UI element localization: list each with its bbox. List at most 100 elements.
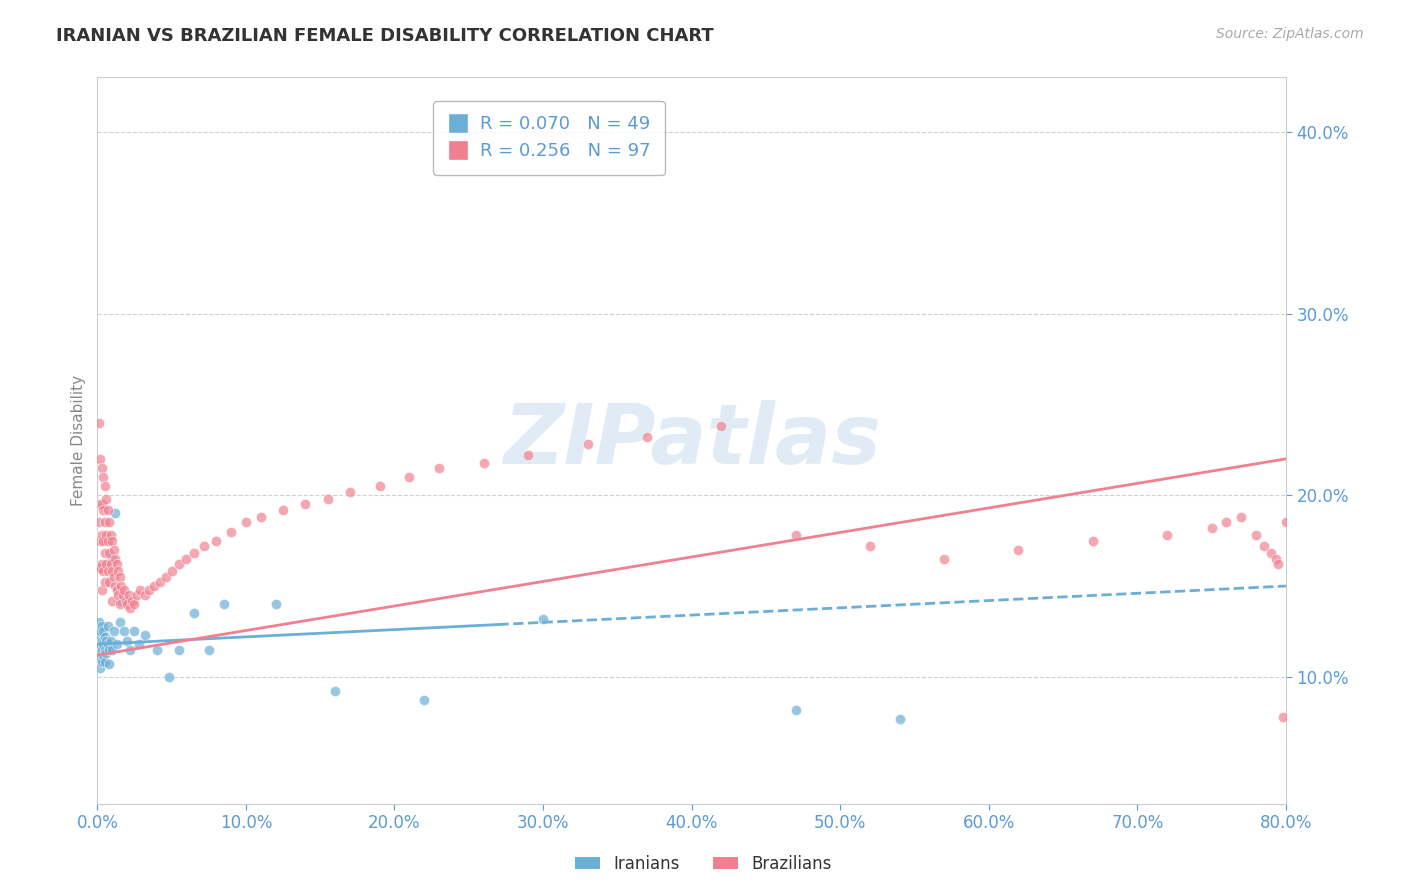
Point xyxy=(124,597,146,611)
Point xyxy=(89,497,111,511)
Point xyxy=(576,437,599,451)
Point xyxy=(91,470,114,484)
Point xyxy=(105,637,128,651)
Point xyxy=(100,633,122,648)
Point xyxy=(934,551,956,566)
Point xyxy=(889,712,911,726)
Point xyxy=(710,419,733,434)
Point xyxy=(1253,539,1275,553)
Point xyxy=(112,624,135,639)
Point xyxy=(1267,558,1289,572)
Point xyxy=(1275,516,1298,530)
Point xyxy=(115,597,138,611)
Point xyxy=(368,479,391,493)
Point xyxy=(91,648,114,662)
Point xyxy=(104,579,127,593)
Point xyxy=(98,546,121,560)
Point xyxy=(271,502,294,516)
Point xyxy=(89,561,111,575)
Point xyxy=(138,582,160,597)
Point xyxy=(427,461,450,475)
Point xyxy=(110,579,132,593)
Point xyxy=(1230,510,1253,524)
Point xyxy=(100,528,122,542)
Point xyxy=(1264,551,1286,566)
Point xyxy=(94,479,117,493)
Point xyxy=(117,588,139,602)
Point xyxy=(87,642,110,657)
Point xyxy=(142,579,165,593)
Point xyxy=(134,588,156,602)
Point xyxy=(636,430,658,444)
Point xyxy=(87,615,110,630)
Point xyxy=(90,655,112,669)
Point xyxy=(103,624,125,639)
Point xyxy=(100,558,122,572)
Point xyxy=(90,558,112,572)
Point xyxy=(127,588,149,602)
Point xyxy=(183,607,205,621)
Point xyxy=(134,628,156,642)
Point xyxy=(103,570,125,584)
Point xyxy=(97,533,120,548)
Point xyxy=(108,615,131,630)
Point xyxy=(101,565,124,579)
Point xyxy=(98,657,121,672)
Point xyxy=(129,582,152,597)
Point xyxy=(128,637,150,651)
Point xyxy=(1215,516,1237,530)
Text: Source: ZipAtlas.com: Source: ZipAtlas.com xyxy=(1216,27,1364,41)
Point xyxy=(531,612,554,626)
Point xyxy=(118,600,141,615)
Point xyxy=(1081,533,1104,548)
Point xyxy=(101,533,124,548)
Point xyxy=(167,642,190,657)
Point xyxy=(339,484,361,499)
Point xyxy=(316,491,339,506)
Point xyxy=(785,528,807,542)
Point xyxy=(155,570,177,584)
Point xyxy=(103,542,125,557)
Point xyxy=(91,637,114,651)
Point xyxy=(96,491,118,506)
Point xyxy=(176,551,198,566)
Point xyxy=(193,539,215,553)
Text: IRANIAN VS BRAZILIAN FEMALE DISABILITY CORRELATION CHART: IRANIAN VS BRAZILIAN FEMALE DISABILITY C… xyxy=(56,27,714,45)
Point xyxy=(94,516,117,530)
Point xyxy=(121,593,143,607)
Point xyxy=(1156,528,1178,542)
Point xyxy=(104,507,127,521)
Point xyxy=(94,642,117,657)
Point xyxy=(1007,542,1029,557)
Point xyxy=(1260,546,1282,560)
Point xyxy=(89,624,111,639)
Point xyxy=(91,533,114,548)
Point xyxy=(87,561,110,575)
Point xyxy=(97,502,120,516)
Point xyxy=(104,551,127,566)
Point xyxy=(110,593,132,607)
Point xyxy=(98,575,121,590)
Point xyxy=(96,646,118,660)
Point xyxy=(90,528,112,542)
Point xyxy=(98,642,121,657)
Point xyxy=(1201,521,1223,535)
Point xyxy=(89,533,111,548)
Legend: R = 0.070   N = 49, R = 0.256   N = 97: R = 0.070 N = 49, R = 0.256 N = 97 xyxy=(433,101,665,175)
Point xyxy=(149,575,172,590)
Point xyxy=(183,546,205,560)
Point xyxy=(89,637,111,651)
Point xyxy=(112,582,135,597)
Point xyxy=(413,693,436,707)
Point xyxy=(108,597,131,611)
Point xyxy=(157,670,180,684)
Point xyxy=(91,502,114,516)
Point xyxy=(323,684,346,698)
Point xyxy=(118,642,141,657)
Point xyxy=(785,702,807,716)
Point xyxy=(90,582,112,597)
Point xyxy=(146,642,169,657)
Point xyxy=(101,551,124,566)
Point xyxy=(249,510,271,524)
Point xyxy=(96,528,118,542)
